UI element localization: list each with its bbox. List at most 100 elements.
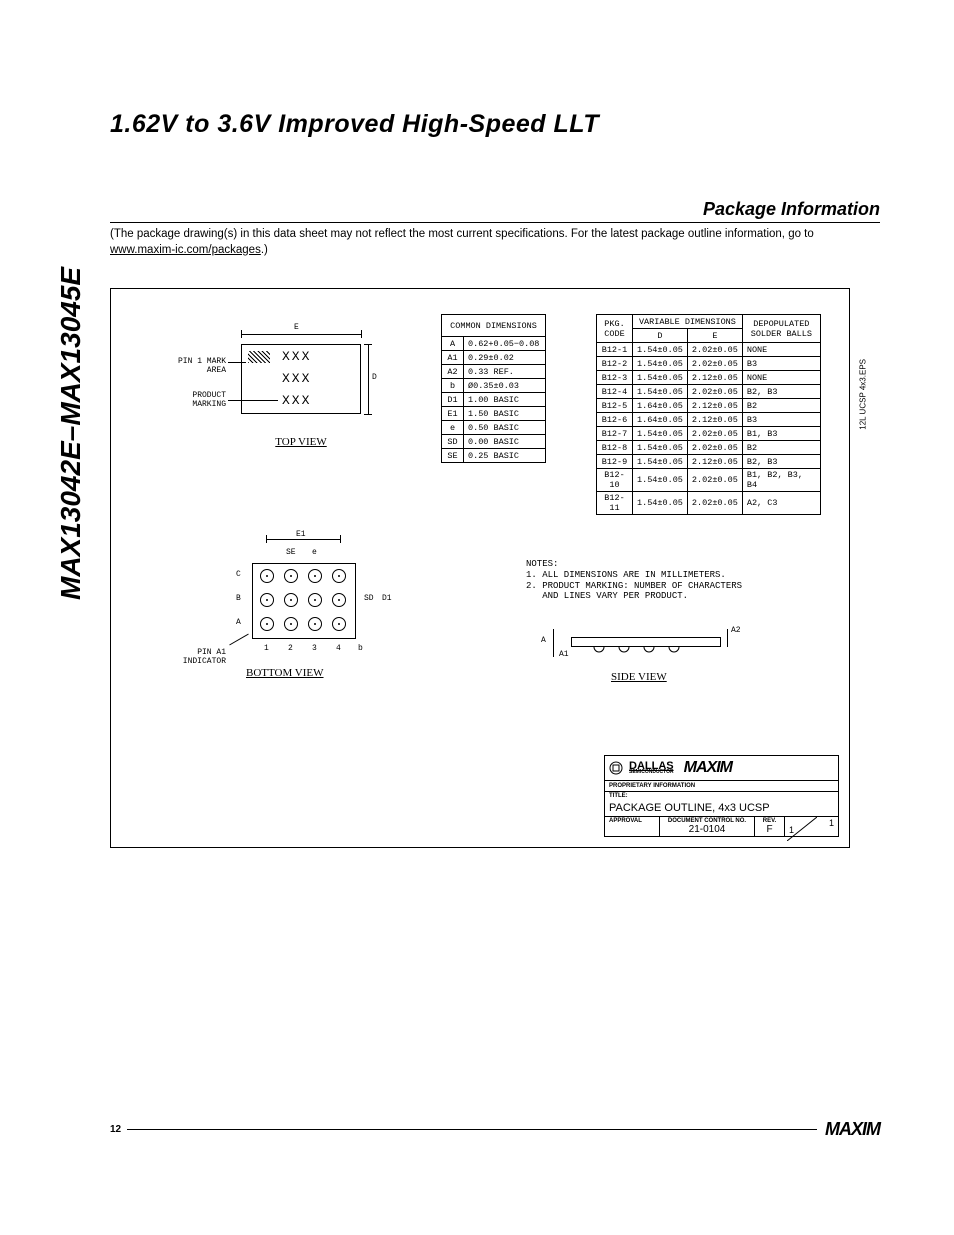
pkg-code: B12-3 — [597, 371, 633, 385]
part-number-vertical: MAX13042E–MAX13045E — [55, 267, 87, 600]
solder-ball — [308, 617, 322, 631]
solder-ball — [308, 593, 322, 607]
product-marking-label: PRODUCT MARKING — [192, 391, 226, 409]
dallas-logo-icon — [609, 761, 623, 775]
solder-ball — [260, 569, 274, 583]
marking-row: XXX — [282, 393, 311, 408]
dim-symbol: D1 — [442, 393, 464, 407]
dim-e-label: E — [294, 324, 299, 333]
disclaimer-pre: (The package drawing(s) in this data she… — [110, 228, 814, 240]
col-2: 2 — [288, 645, 293, 654]
footer-rule — [127, 1129, 817, 1130]
dim-d: 1.54±0.05 — [633, 469, 688, 492]
approval-label: APPROVAL — [609, 818, 655, 824]
pin-a1-label: PIN A1 INDICATOR — [183, 648, 226, 666]
depop-balls: NONE — [742, 343, 820, 357]
notes-header: NOTES: — [526, 559, 742, 570]
depop-balls: NONE — [742, 371, 820, 385]
dim-a2: A2 — [731, 627, 741, 636]
bottom-view-label: BOTTOM VIEW — [246, 667, 416, 679]
title-block: DALLAS SEMICONDUCTOR MAXIM PROPRIETARY I… — [604, 755, 839, 837]
pkg-code: B12-8 — [597, 441, 633, 455]
dim-symbol: A1 — [442, 351, 464, 365]
depop-balls: A2, C3 — [742, 492, 820, 515]
top-view-label: TOP VIEW — [216, 436, 386, 448]
disclaimer-post: .) — [261, 244, 268, 256]
dim-se: SE — [286, 549, 296, 558]
pkg-code: B12-10 — [597, 469, 633, 492]
section-header: Package Information — [110, 199, 880, 223]
pkg-code: B12-2 — [597, 357, 633, 371]
semiconductor-text: SEMICONDUCTOR — [629, 770, 674, 774]
pkg-code: B12-7 — [597, 427, 633, 441]
maxim-logo: MAXIM — [684, 759, 732, 777]
solder-ball — [284, 569, 298, 583]
dim-symbol: A2 — [442, 365, 464, 379]
dim-e: 2.02±0.05 — [687, 441, 742, 455]
depop-balls: B2, B3 — [742, 455, 820, 469]
title-label: TITLE: — [605, 792, 838, 800]
pkg-code: B12-9 — [597, 455, 633, 469]
dim-value: 0.62+0.05−0.08 — [464, 337, 546, 351]
col-3: 3 — [312, 645, 317, 654]
dim-d: 1.54±0.05 — [633, 343, 688, 357]
dim-d-label: D — [372, 374, 377, 383]
package-title: PACKAGE OUTLINE, 4x3 UCSP — [605, 800, 838, 816]
dim-value: 1.00 BASIC — [464, 393, 546, 407]
dim-symbol: e — [442, 421, 464, 435]
solder-ball — [260, 617, 274, 631]
col-4: 4 — [336, 645, 341, 654]
common-dims-header: COMMON DIMENSIONS — [442, 315, 546, 337]
depop-balls: B1, B3 — [742, 427, 820, 441]
col-1: 1 — [264, 645, 269, 654]
note-1: 1. ALL DIMENSIONS ARE IN MILLIMETERS. — [526, 570, 742, 581]
depop-balls: B1, B2, B3, B4 — [742, 469, 820, 492]
dim-symbol: SE — [442, 449, 464, 463]
solder-ball — [332, 617, 346, 631]
footer-maxim-logo: MAXIM — [825, 1119, 880, 1140]
depop-balls: B2 — [742, 399, 820, 413]
dim-a: A — [541, 637, 546, 646]
common-dimensions-table: COMMON DIMENSIONS A0.62+0.05−0.08A10.29±… — [441, 314, 546, 463]
dim-symbol: b — [442, 379, 464, 393]
pin1-hatch — [248, 351, 270, 363]
note-2a: 2. PRODUCT MARKING: NUMBER OF CHARACTERS — [526, 581, 742, 592]
solder-ball — [260, 593, 274, 607]
depop-balls: B3 — [742, 357, 820, 371]
dim-sd: SD — [364, 595, 374, 604]
dim-symbol: SD — [442, 435, 464, 449]
rev-value: F — [759, 824, 780, 835]
dim-e: 2.02±0.05 — [687, 357, 742, 371]
packages-link[interactable]: www.maxim-ic.com/packages — [110, 244, 261, 256]
dim-symbol: E1 — [442, 407, 464, 421]
pkg-code-header: PKG. CODE — [597, 315, 633, 343]
eps-filename: 12L UCSP 4x3.EPS — [859, 359, 868, 430]
side-view-label: SIDE VIEW — [611, 671, 801, 683]
dim-e: 2.02±0.05 — [687, 385, 742, 399]
pkg-code: B12-1 — [597, 343, 633, 357]
dim-d1: D1 — [382, 595, 392, 604]
solder-ball — [332, 569, 346, 583]
dim-value: 0.33 REF. — [464, 365, 546, 379]
dim-d: 1.54±0.05 — [633, 357, 688, 371]
row-b: B — [236, 595, 241, 604]
dim-e: 2.02±0.05 — [687, 343, 742, 357]
dim-e: 2.12±0.05 — [687, 413, 742, 427]
dim-symbol: A — [442, 337, 464, 351]
var-dims-header: VARIABLE DIMENSIONS — [633, 315, 743, 329]
dim-d: 1.64±0.05 — [633, 413, 688, 427]
solder-ball — [284, 593, 298, 607]
dim-d: 1.54±0.05 — [633, 455, 688, 469]
dim-d: 1.64±0.05 — [633, 399, 688, 413]
dim-e: 2.02±0.05 — [687, 469, 742, 492]
notes-block: NOTES: 1. ALL DIMENSIONS ARE IN MILLIMET… — [526, 559, 742, 602]
disclaimer: (The package drawing(s) in this data she… — [110, 227, 880, 258]
dim-e: 2.12±0.05 — [687, 399, 742, 413]
depop-header: DEPOPULATED SOLDER BALLS — [742, 315, 820, 343]
solder-ball — [308, 569, 322, 583]
dim-d: 1.54±0.05 — [633, 371, 688, 385]
marking-row: XXX — [282, 371, 311, 386]
dim-e: 2.02±0.05 — [687, 427, 742, 441]
variable-dimensions-table: PKG. CODE VARIABLE DIMENSIONS DEPOPULATE… — [596, 314, 821, 515]
dim-e: 2.02±0.05 — [687, 492, 742, 515]
